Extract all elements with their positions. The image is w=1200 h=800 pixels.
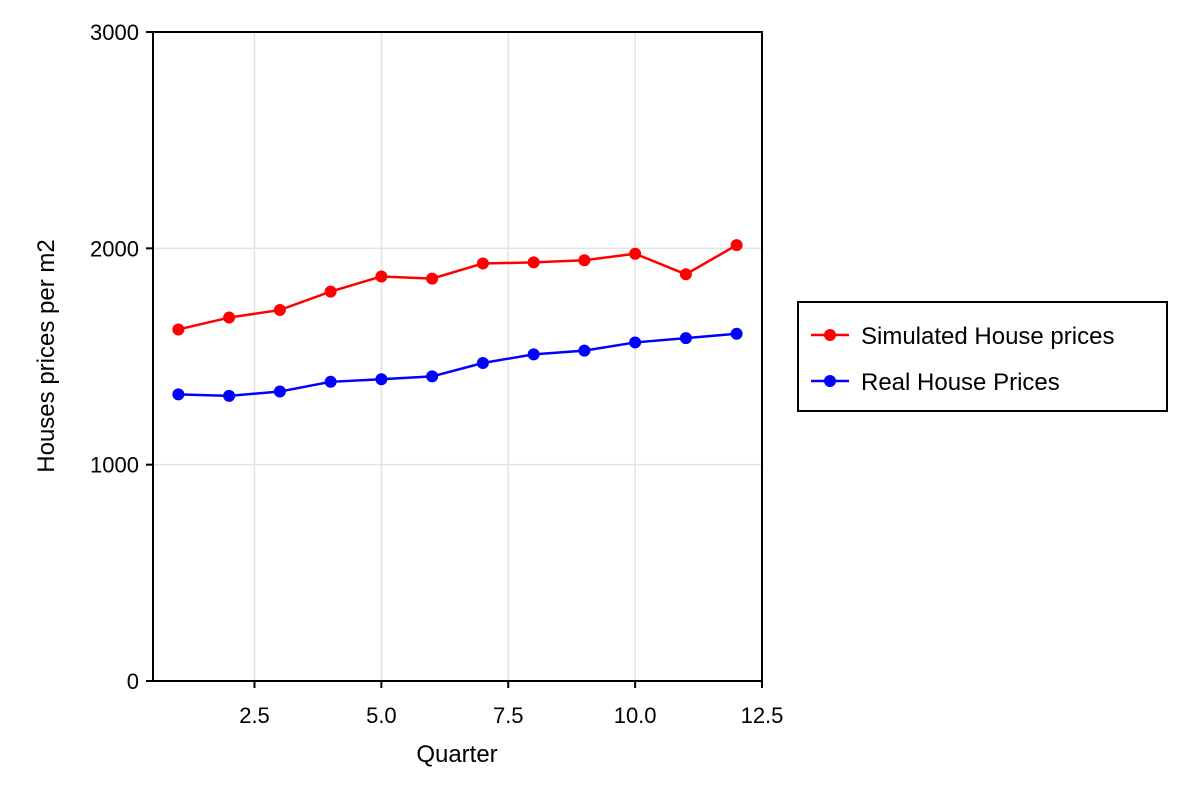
x-tick-label: 5.0 xyxy=(366,703,397,728)
data-point xyxy=(172,323,185,336)
y-axis: 0 1000 2000 3000 xyxy=(90,20,153,694)
data-point xyxy=(223,389,236,402)
x-tick-label: 2.5 xyxy=(239,703,270,728)
data-point xyxy=(324,285,337,298)
legend-entries: Simulated House prices Real House Prices xyxy=(811,323,1114,396)
legend-label: Simulated House prices xyxy=(861,323,1114,350)
data-point xyxy=(375,270,388,283)
legend-entry: Simulated House prices xyxy=(811,323,1114,350)
legend-marker-swatch xyxy=(824,375,836,387)
data-point xyxy=(578,344,591,357)
data-point xyxy=(172,388,185,401)
data-point xyxy=(527,348,540,361)
data-point xyxy=(629,336,642,349)
series-line xyxy=(178,244,738,331)
y-tick-label: 3000 xyxy=(90,20,139,45)
x-tick-label: 12.5 xyxy=(741,703,784,728)
data-point xyxy=(273,303,286,316)
y-tick-label: 1000 xyxy=(90,453,139,478)
data-point xyxy=(273,385,286,398)
x-axis-title: Quarter xyxy=(416,741,497,768)
x-axis: 2.5 5.0 7.5 10.0 12.5 xyxy=(239,681,783,728)
y-tick-label: 0 xyxy=(127,669,139,694)
data-point xyxy=(223,311,236,324)
x-tick-label: 7.5 xyxy=(493,703,524,728)
legend: Simulated House prices Real House Prices xyxy=(797,301,1168,412)
data-point xyxy=(730,327,743,340)
data-point xyxy=(730,239,743,252)
series-line xyxy=(178,332,737,398)
data-point xyxy=(426,272,439,285)
legend-entry: Real House Prices xyxy=(811,369,1060,396)
data-point xyxy=(527,256,540,269)
data-point xyxy=(578,254,591,267)
legend-marker-swatch xyxy=(824,329,836,341)
data-point xyxy=(679,332,692,345)
series-real xyxy=(172,327,743,402)
data-point xyxy=(324,375,337,388)
plot-area-frame xyxy=(152,31,763,682)
x-tick-label: 10.0 xyxy=(614,703,657,728)
legend-label: Real House Prices xyxy=(861,369,1060,396)
data-point xyxy=(476,257,489,270)
data-point xyxy=(476,356,489,369)
series-simulated xyxy=(172,239,743,336)
data-point xyxy=(679,268,692,281)
y-axis-title: Houses prices per m2 xyxy=(33,239,60,472)
data-point xyxy=(375,373,388,386)
legend-frame xyxy=(797,301,1168,412)
grid xyxy=(153,32,763,681)
series-layer xyxy=(172,239,743,402)
y-tick-label: 2000 xyxy=(90,236,139,261)
data-point xyxy=(629,247,642,260)
data-point xyxy=(426,370,439,383)
